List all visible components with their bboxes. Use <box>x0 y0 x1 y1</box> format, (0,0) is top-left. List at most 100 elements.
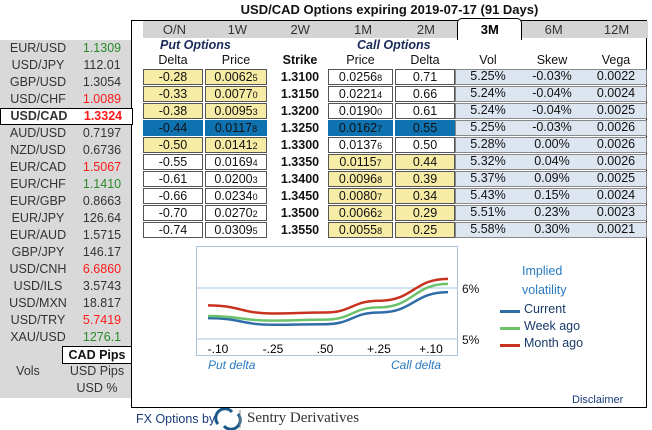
put-price-last-digit: 3 <box>252 107 258 117</box>
put-price[interactable]: 0.01178 <box>205 120 267 136</box>
put-price[interactable]: 0.02003 <box>205 171 267 187</box>
pair-rate: 18.817 <box>82 296 122 310</box>
call-price[interactable]: 0.00662 <box>328 205 393 221</box>
skew-cell: -0.04% <box>532 86 572 100</box>
call-delta[interactable]: 0.29 <box>395 205 455 221</box>
unit-cad-pips[interactable]: CAD Pips <box>62 346 132 364</box>
skew-cell: 0.23% <box>534 205 570 219</box>
call-delta[interactable]: 0.61 <box>395 103 455 119</box>
legend-swatch <box>500 327 520 330</box>
vega-cell: 0.0024 <box>596 86 636 100</box>
put-price-last-digit: 0 <box>252 90 258 100</box>
put-price-last-digit: 0 <box>252 192 258 202</box>
strike: 1.3400 <box>280 172 320 186</box>
legend-swatch <box>500 344 520 347</box>
tab-2w[interactable]: 2W <box>290 22 310 37</box>
pair-row[interactable]: EUR/GBP 0.8663 <box>0 193 131 210</box>
call-price[interactable]: 0.01376 <box>328 137 393 153</box>
pair-row[interactable]: NZD/USD 0.6736 <box>0 142 131 159</box>
vega-cell: 0.0026 <box>596 137 636 151</box>
vega-cell: 0.0026 <box>596 120 636 134</box>
tab-on[interactable]: O/N <box>162 22 186 37</box>
pair-row[interactable]: EUR/USD 1.1309 <box>0 40 131 57</box>
put-delta[interactable]: -0.33 <box>143 86 203 102</box>
pair-row[interactable]: EUR/CAD 1.5067 <box>0 159 131 176</box>
put-price[interactable]: 0.00625 <box>205 69 267 85</box>
call-delta[interactable]: 0.34 <box>395 188 455 204</box>
put-delta[interactable]: -0.55 <box>143 154 203 170</box>
put-delta[interactable]: -0.70 <box>143 205 203 221</box>
vol-cell: 5.51% <box>470 205 506 219</box>
disclaimer-link[interactable]: Disclaimer <box>572 394 624 406</box>
vols-label[interactable]: Vols <box>16 364 40 378</box>
put-delta[interactable]: -0.61 <box>143 171 203 187</box>
call-price[interactable]: 0.02568 <box>328 69 393 85</box>
call-price[interactable]: 0.00968 <box>328 171 393 187</box>
put-price[interactable]: 0.00953 <box>205 103 267 119</box>
pair-row[interactable]: GBP/USD 1.3054 <box>0 74 131 91</box>
pair-row[interactable]: EUR/AUD 1.5715 <box>0 227 131 244</box>
tab-1w[interactable]: 1W <box>227 22 248 37</box>
call-price[interactable]: 0.01627 <box>328 120 393 136</box>
tab-12m[interactable]: 12M <box>603 22 630 37</box>
pair-row[interactable]: XAU/USD 1276.1 <box>0 329 131 346</box>
unit-usd-pips[interactable]: USD Pips <box>69 364 125 378</box>
tab-3m[interactable]: 3M <box>457 18 523 40</box>
vol-smile-svg: -.10 -.25 .50 +.25 +.10 <box>197 277 457 356</box>
pair-name: EUR/CHF <box>10 177 66 191</box>
put-price[interactable]: 0.03095 <box>205 222 267 238</box>
tab-6m[interactable]: 6M <box>544 22 563 37</box>
put-price[interactable]: 0.01412 <box>205 137 267 153</box>
call-delta[interactable]: 0.50 <box>395 137 455 153</box>
put-delta[interactable]: -0.50 <box>143 137 203 153</box>
pair-row[interactable]: USD/CHF 1.0089 <box>0 91 131 108</box>
call-price[interactable]: 0.00807 <box>328 188 393 204</box>
strike: 1.3100 <box>280 70 320 84</box>
expiry-tabs: O/N 1W 2W 1M 2M 3M 6M 12M <box>143 18 648 40</box>
strike: 1.3250 <box>280 121 320 135</box>
strike: 1.3500 <box>280 206 320 220</box>
pair-row[interactable]: EUR/CHF 1.1410 <box>0 176 131 193</box>
pair-row[interactable]: USD/ILS 3.5743 <box>0 278 131 295</box>
put-price[interactable]: 0.01694 <box>205 154 267 170</box>
put-delta[interactable]: -0.28 <box>143 69 203 85</box>
put-price-value: 0.0309 <box>214 223 253 237</box>
put-price[interactable]: 0.00770 <box>205 86 267 102</box>
put-price[interactable]: 0.02702 <box>205 205 267 221</box>
put-delta[interactable]: -0.38 <box>143 103 203 119</box>
pair-row[interactable]: EUR/JPY 126.64 <box>0 210 131 227</box>
pair-row[interactable]: USD/MXN 18.817 <box>0 295 131 312</box>
pair-row[interactable]: AUD/USD 0.7197 <box>0 125 131 142</box>
call-delta[interactable]: 0.44 <box>395 154 455 170</box>
put-delta[interactable]: -0.74 <box>143 222 203 238</box>
pair-row[interactable]: USD/JPY 112.01 <box>0 57 131 74</box>
pair-row[interactable]: USD/CNH 6.6860 <box>0 261 131 278</box>
pair-name: NZD/USD <box>10 143 66 157</box>
vega-cell: 0.0022 <box>596 69 636 83</box>
call-delta[interactable]: 0.66 <box>395 86 455 102</box>
call-price[interactable]: 0.01900 <box>328 103 393 119</box>
pair-row[interactable]: GBP/JPY 146.17 <box>0 244 131 261</box>
put-delta[interactable]: -0.44 <box>143 120 203 136</box>
call-delta[interactable]: 0.25 <box>395 222 455 238</box>
put-delta-value: -0.66 <box>158 189 188 203</box>
call-delta[interactable]: 0.39 <box>395 171 455 187</box>
call-price-last-digit: 8 <box>377 226 383 236</box>
put-price-value: 0.0062 <box>214 70 253 84</box>
call-price[interactable]: 0.01157 <box>328 154 393 170</box>
call-delta[interactable]: 0.55 <box>395 120 455 136</box>
pair-row[interactable]: USD/CAD 1.3324 <box>0 108 133 125</box>
skew-cell: 0.15% <box>534 188 570 202</box>
call-price[interactable]: 0.00558 <box>328 222 393 238</box>
call-price[interactable]: 0.02214 <box>328 86 393 102</box>
call-price-value: 0.0066 <box>338 206 378 220</box>
put-delta[interactable]: -0.66 <box>143 188 203 204</box>
unit-usd-pct[interactable]: USD % <box>76 381 118 395</box>
put-price[interactable]: 0.02340 <box>205 188 267 204</box>
pair-row[interactable]: USD/TRY 5.7419 <box>0 312 131 329</box>
tab-2m[interactable]: 2M <box>416 22 435 37</box>
call-delta[interactable]: 0.71 <box>395 69 455 85</box>
tab-1m[interactable]: 1M <box>354 22 373 37</box>
put-price-value: 0.0270 <box>214 206 253 220</box>
strike: 1.3200 <box>280 104 320 118</box>
